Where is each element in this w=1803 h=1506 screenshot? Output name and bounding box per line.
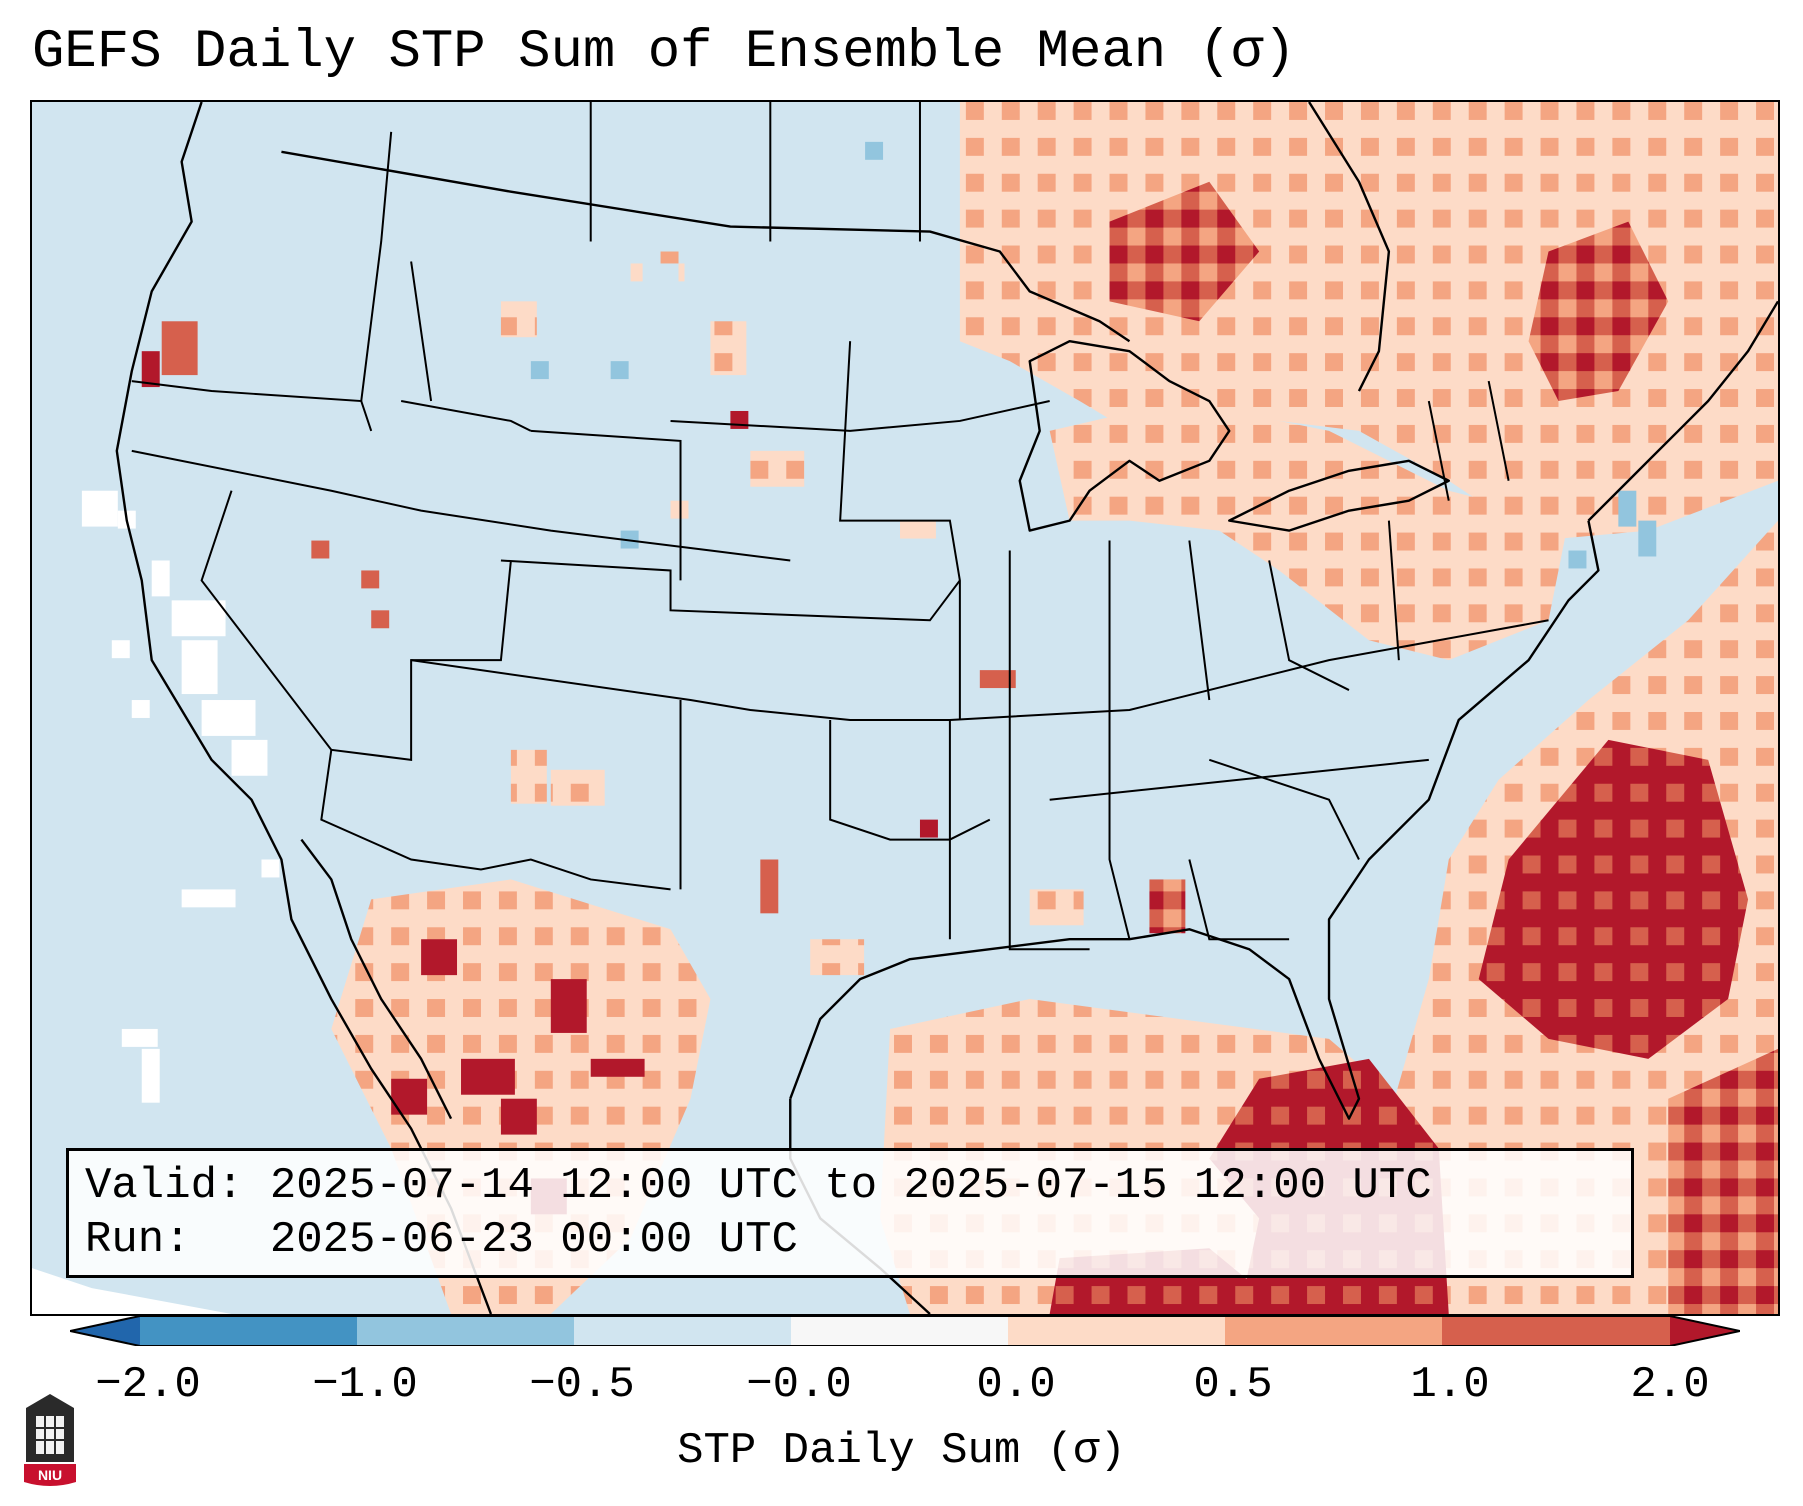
state-borders [131, 102, 1549, 951]
colorbar-tick-label: 2.0 [1630, 1360, 1710, 1410]
baja-line [300, 838, 453, 1120]
colorbar-bin-7 [1442, 1316, 1670, 1346]
colorbar-bin-5 [1008, 1316, 1225, 1346]
great-lakes-outline [1018, 340, 1231, 532]
ontario-quebec-hotspot [1109, 181, 1260, 322]
colorbar-tick-label: 0.5 [1193, 1360, 1273, 1410]
gulf-coast-line [789, 520, 1600, 1120]
colorbar-svg [69, 1315, 1741, 1354]
validity-info-box: Valid: 2025-07-14 12:00 UTC to 2025-07-1… [66, 1148, 1634, 1278]
canada-border-line [281, 150, 1131, 343]
valid-label: Valid: [85, 1161, 244, 1211]
map-svg [32, 102, 1778, 1314]
colorbar-tick-label: 1.0 [1410, 1360, 1490, 1410]
pacific-neutral-area [32, 1268, 232, 1314]
quebec-hotspot [1528, 221, 1669, 402]
west-coast-line [115, 102, 493, 1314]
run-label: Run: [85, 1215, 191, 1265]
colorbar [69, 1315, 1741, 1354]
colorbar-tick-label: −2.0 [95, 1360, 201, 1410]
pacific-white-speckles [81, 490, 280, 1103]
lake-erie-ontario [1228, 459, 1450, 532]
run-time: 2025-06-23 00:00 UTC [269, 1215, 798, 1265]
northeast-coast-line [1587, 300, 1778, 522]
great-lakes-positive-region [1049, 401, 1569, 661]
valid-time-range: 2025-07-14 12:00 UTC to 2025-07-15 12:00… [269, 1161, 1432, 1211]
colorbar-bin-4 [791, 1316, 1008, 1346]
colorbar-tick-label: −1.0 [312, 1360, 418, 1410]
map-panel [30, 100, 1780, 1316]
colorbar-bin-6 [1225, 1316, 1442, 1346]
negative-pixels [530, 141, 1657, 569]
colorbar-bin-3 [574, 1316, 791, 1346]
niu-logo-icon: NIU [24, 1394, 76, 1486]
coastlines-and-borders [115, 102, 1778, 1314]
logo-text: NIU [38, 1467, 62, 1483]
colorbar-tick-label: −0.5 [529, 1360, 635, 1410]
colorbar-tick-label: 0.0 [976, 1360, 1056, 1410]
colorbar-bin-2 [357, 1316, 574, 1346]
atlantic-extreme-region [1478, 739, 1749, 1059]
colorbar-tick-label: −0.0 [746, 1360, 852, 1410]
colorbar-tick-labels: −2.0 −1.0 −0.5 −0.0 0.0 0.5 1.0 2.0 [0, 1360, 1803, 1410]
caribbean-extreme-region [1668, 1048, 1778, 1314]
colorbar-bin-1 [140, 1316, 357, 1346]
colorbar-bin-low-extend [70, 1316, 140, 1346]
chart-title: GEFS Daily STP Sum of Ensemble Mean (σ) [32, 22, 1296, 83]
hudson-bay-coast-line [1308, 102, 1391, 392]
conus-scattered-pixels [141, 251, 1186, 976]
colorbar-label: STP Daily Sum (σ) [677, 1426, 1126, 1476]
colorbar-bin-high-extend [1670, 1316, 1740, 1346]
